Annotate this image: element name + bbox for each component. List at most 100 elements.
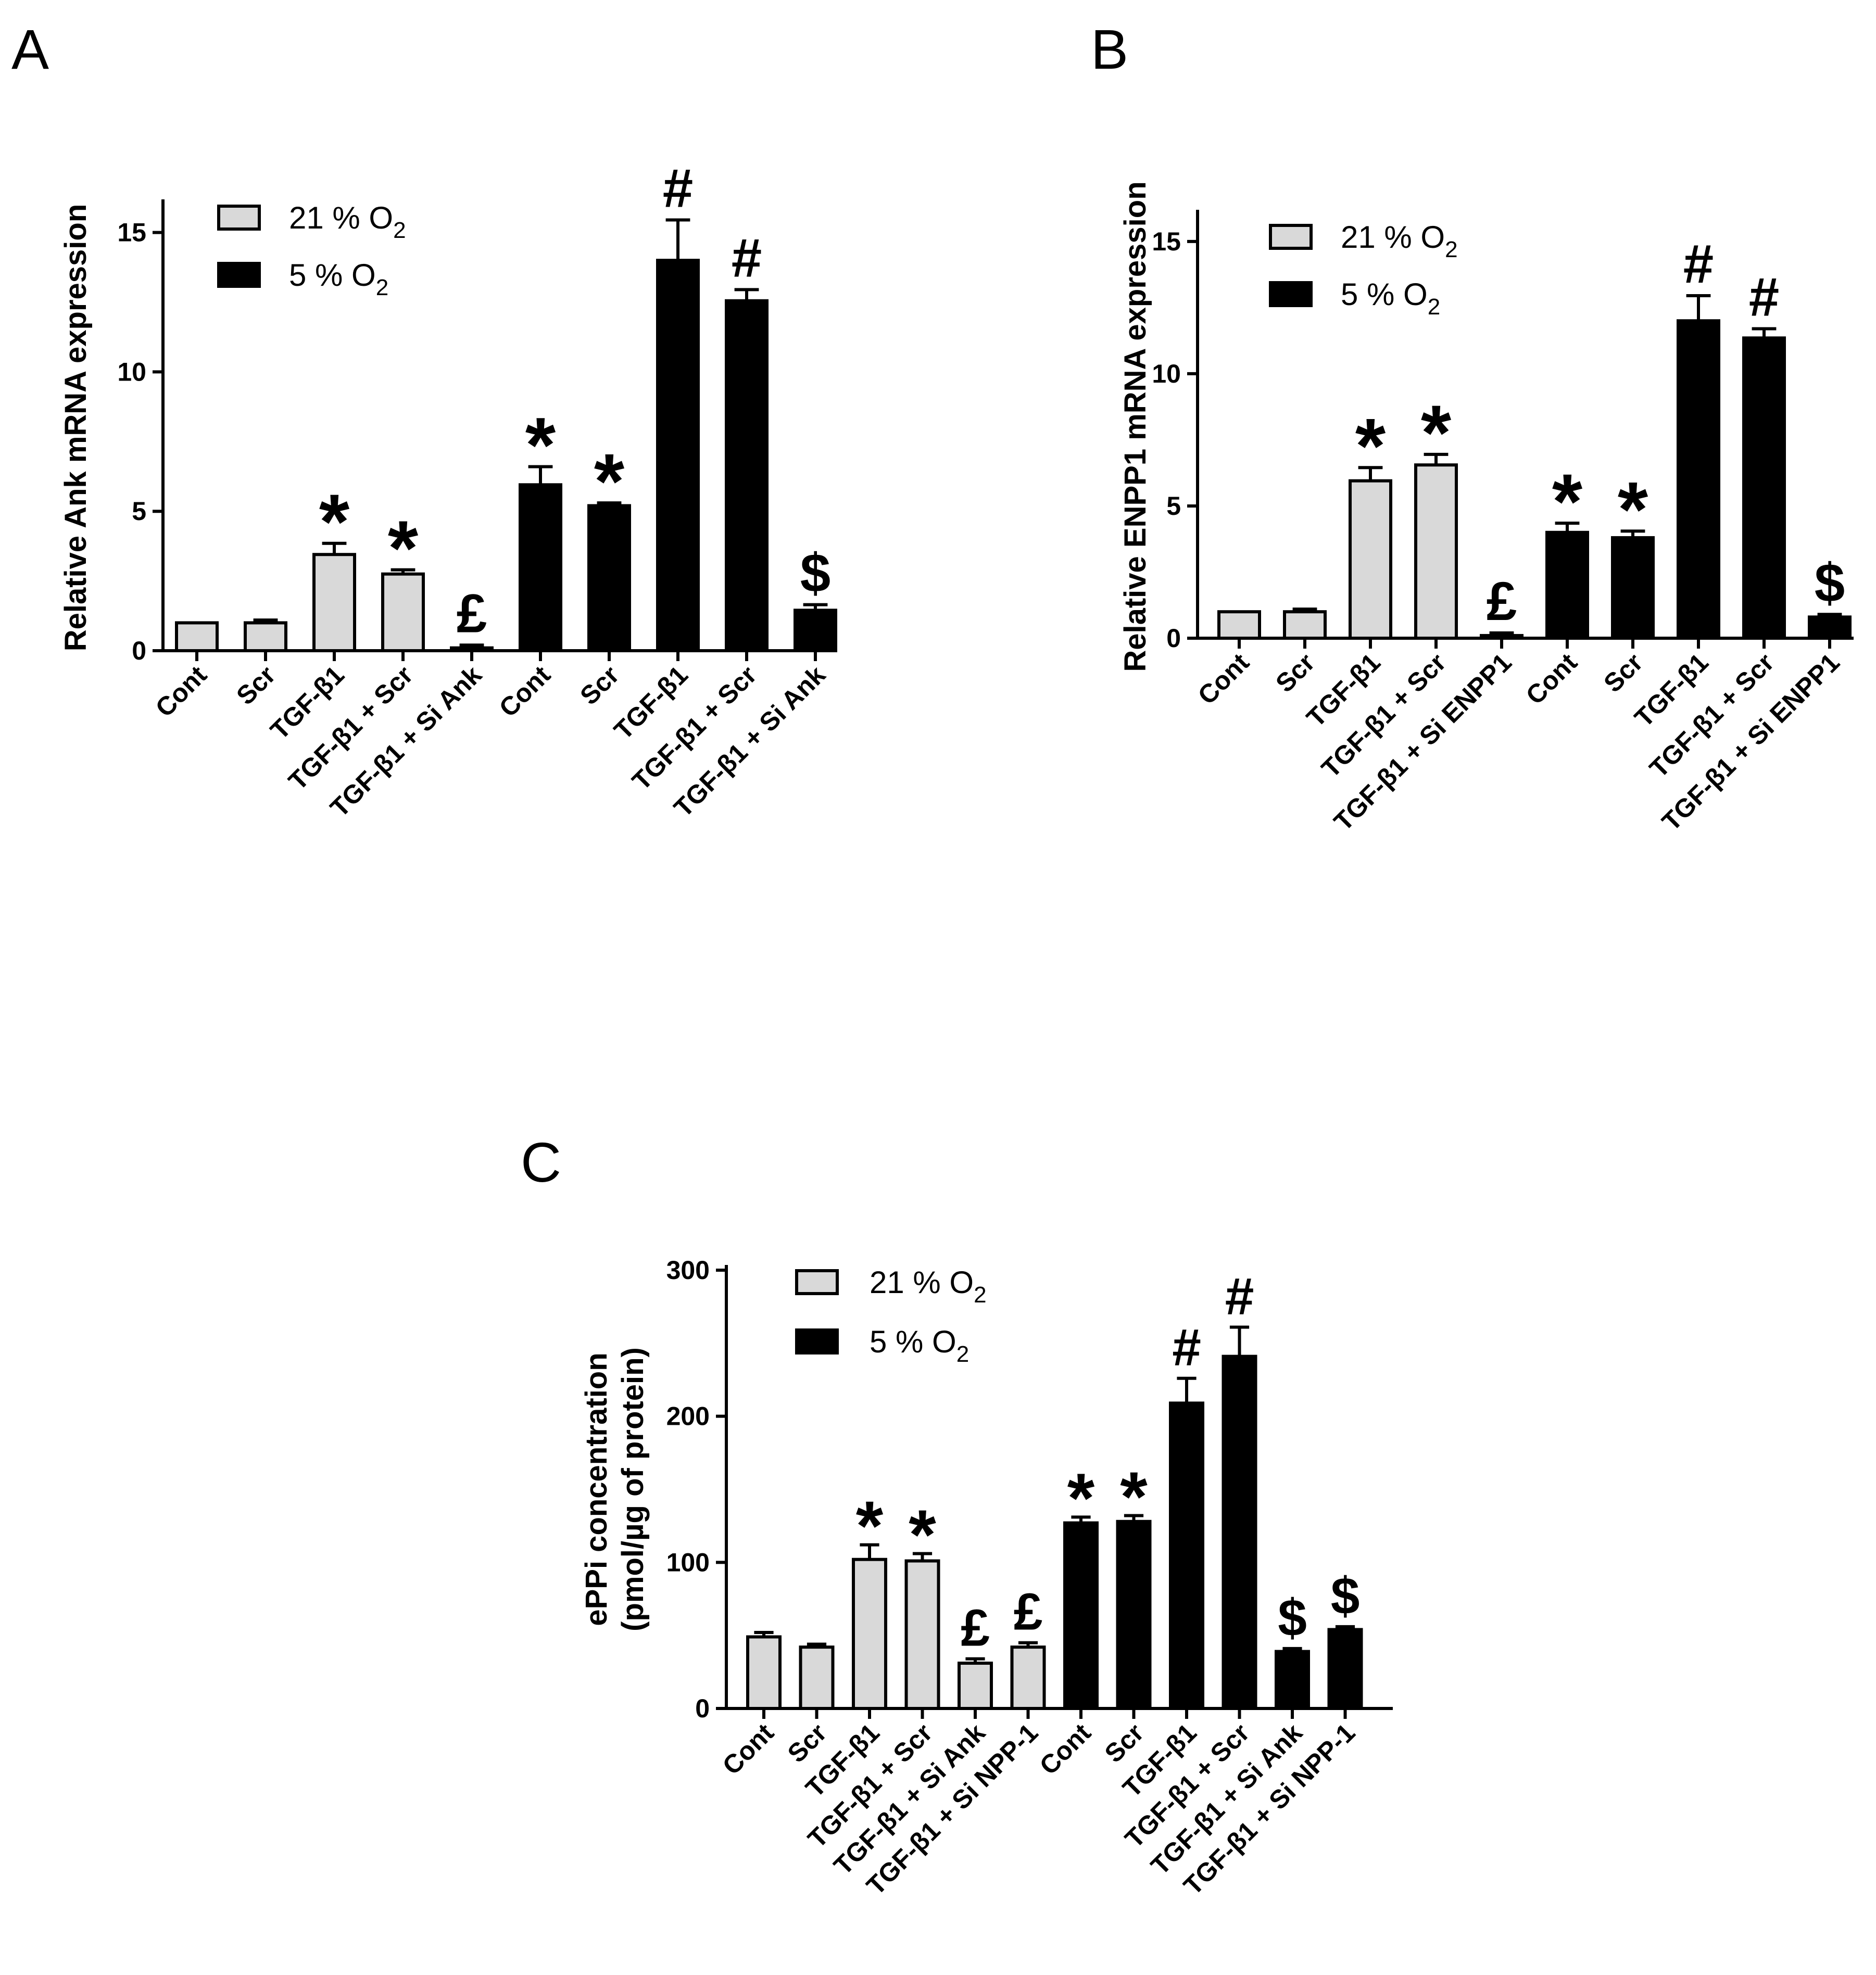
significance-marker: $ bbox=[1331, 1567, 1360, 1625]
significance-marker: # bbox=[732, 227, 762, 288]
significance-marker: * bbox=[856, 1487, 884, 1565]
bar bbox=[1349, 479, 1392, 640]
significance-marker: * bbox=[594, 437, 625, 525]
bar bbox=[450, 646, 494, 653]
bar bbox=[1222, 1354, 1257, 1710]
legend-label: 21 % O2 bbox=[870, 1265, 987, 1308]
x-tick-label: Cont bbox=[1034, 1718, 1097, 1780]
bar bbox=[1677, 319, 1720, 640]
y-tick-label: 10 bbox=[117, 357, 146, 386]
bar bbox=[725, 299, 769, 652]
legend-swatch bbox=[217, 262, 261, 288]
legend-label-text: 5 % O bbox=[870, 1324, 956, 1359]
significance-marker: * bbox=[1421, 389, 1452, 476]
bar bbox=[175, 621, 219, 652]
significance-marker: £ bbox=[1014, 1583, 1043, 1641]
bar bbox=[958, 1661, 993, 1711]
significance-marker: * bbox=[1067, 1459, 1095, 1537]
significance-marker: $ bbox=[1278, 1589, 1307, 1647]
legend-label-subscript: 2 bbox=[393, 218, 406, 243]
bar bbox=[312, 553, 356, 652]
legend-label-subscript: 2 bbox=[376, 275, 388, 300]
significance-marker: # bbox=[1225, 1267, 1254, 1325]
legend-label-text: 21 % O bbox=[1341, 220, 1445, 255]
significance-marker: $ bbox=[1815, 552, 1845, 613]
bar bbox=[1169, 1401, 1204, 1711]
bar bbox=[381, 572, 425, 652]
x-tick-label: Cont bbox=[494, 660, 556, 723]
bar bbox=[1010, 1645, 1046, 1711]
legend-label-text: 5 % O bbox=[289, 258, 376, 293]
significance-marker: * bbox=[319, 478, 350, 565]
significance-marker: * bbox=[1355, 402, 1386, 489]
bar bbox=[244, 621, 287, 652]
bar bbox=[1414, 463, 1458, 640]
y-axis-label: Relative Ank mRNA expression bbox=[59, 204, 93, 652]
bar bbox=[656, 259, 700, 652]
panel-letter: B bbox=[1091, 18, 1128, 81]
x-tick-label: Cont bbox=[717, 1718, 779, 1780]
legend-label: 21 % O2 bbox=[1341, 220, 1458, 262]
legend-label: 21 % O2 bbox=[289, 200, 406, 243]
significance-marker: $ bbox=[800, 543, 830, 604]
legend-label-subscript: 2 bbox=[974, 1282, 986, 1308]
bar bbox=[1217, 610, 1261, 640]
y-tick-label: 100 bbox=[666, 1548, 710, 1577]
y-axis-label: Relative ENPP1 mRNA expression bbox=[1118, 181, 1152, 672]
significance-marker: £ bbox=[961, 1599, 990, 1657]
y-axis-label-line2: (pmol/µg of protein) bbox=[616, 1347, 650, 1631]
legend-swatch bbox=[795, 1328, 839, 1354]
panel-letter: A bbox=[11, 18, 49, 81]
significance-marker: £ bbox=[1487, 571, 1517, 632]
x-tick-label: Scr bbox=[1598, 648, 1648, 698]
legend-label: 5 % O2 bbox=[1341, 277, 1440, 320]
y-tick-label: 0 bbox=[132, 636, 146, 665]
significance-marker: * bbox=[388, 504, 419, 592]
legend-label: 5 % O2 bbox=[289, 258, 388, 300]
bar bbox=[1808, 615, 1852, 640]
bar bbox=[904, 1559, 940, 1710]
bar bbox=[1116, 1520, 1152, 1710]
y-tick-label: 10 bbox=[1152, 359, 1181, 388]
y-tick-label: 15 bbox=[117, 218, 146, 247]
y-tick-label: 200 bbox=[666, 1402, 710, 1431]
y-tick-label: 300 bbox=[666, 1256, 710, 1285]
legend-label-subscript: 2 bbox=[1428, 294, 1440, 320]
x-tick-label: Scr bbox=[1270, 648, 1320, 698]
y-tick-label: 5 bbox=[1166, 491, 1181, 521]
bar bbox=[1063, 1521, 1099, 1710]
bar bbox=[1742, 336, 1786, 640]
legend-swatch bbox=[1269, 281, 1313, 307]
bar bbox=[852, 1558, 887, 1710]
x-tick-label: Scr bbox=[574, 660, 625, 711]
legend-label-subscript: 2 bbox=[956, 1341, 969, 1367]
significance-marker: # bbox=[663, 158, 693, 219]
legend-label-text: 5 % O bbox=[1341, 277, 1428, 312]
significance-marker: * bbox=[525, 401, 556, 488]
significance-marker: £ bbox=[457, 583, 487, 644]
bar bbox=[799, 1645, 835, 1711]
bar bbox=[794, 609, 837, 652]
significance-marker: * bbox=[1120, 1458, 1148, 1536]
legend-swatch bbox=[795, 1269, 839, 1295]
y-tick-label: 0 bbox=[695, 1694, 710, 1723]
bar bbox=[1480, 634, 1524, 640]
bar bbox=[1283, 610, 1327, 640]
significance-marker: * bbox=[1618, 465, 1648, 553]
significance-marker: # bbox=[1172, 1319, 1201, 1377]
bar bbox=[519, 483, 562, 652]
bar bbox=[1327, 1628, 1363, 1710]
legend-label-text: 21 % O bbox=[289, 200, 393, 235]
legend-label-subscript: 2 bbox=[1445, 237, 1457, 262]
bar bbox=[746, 1635, 782, 1711]
y-axis-label: ePPi concentration bbox=[580, 1352, 613, 1626]
bar bbox=[587, 504, 631, 652]
significance-marker: * bbox=[1552, 458, 1583, 545]
y-tick-label: 0 bbox=[1166, 624, 1181, 653]
bar bbox=[1545, 530, 1589, 640]
significance-marker: * bbox=[909, 1495, 936, 1574]
panel-letter: C bbox=[521, 1131, 561, 1194]
x-tick-label: Cont bbox=[1192, 648, 1255, 710]
